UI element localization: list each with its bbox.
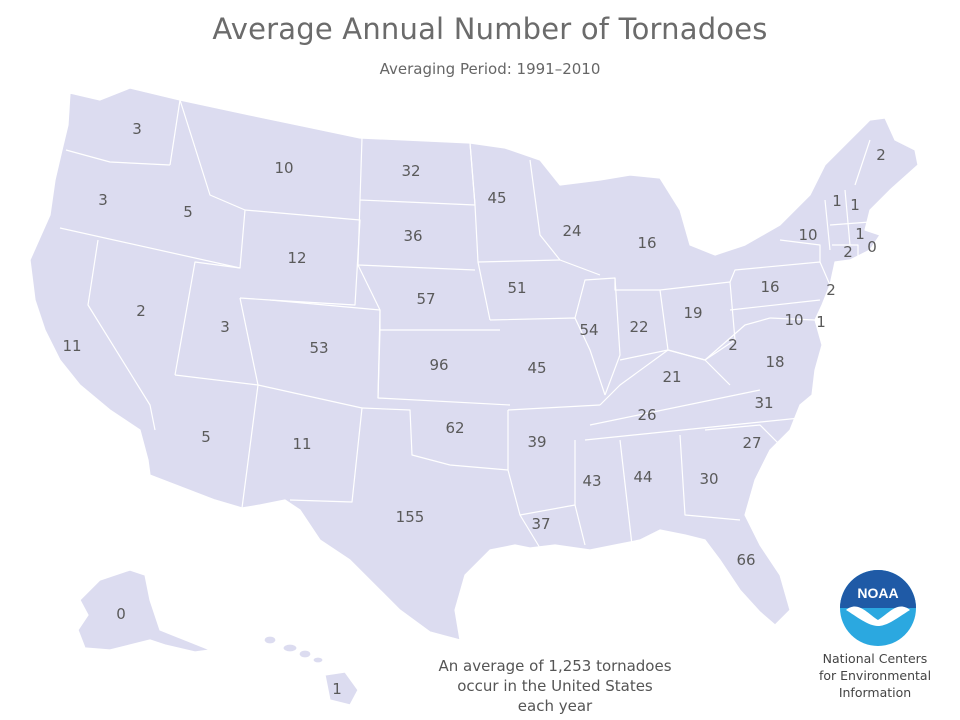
- state-value-ms: 43: [582, 472, 601, 490]
- state-value-ky: 21: [662, 368, 681, 386]
- state-value-az: 5: [201, 428, 211, 446]
- state-value-ny: 10: [798, 226, 817, 244]
- state-value-ne: 57: [416, 290, 435, 308]
- state-value-id: 5: [183, 203, 193, 221]
- state-value-oh: 19: [683, 304, 702, 322]
- state-value-wa: 3: [132, 120, 142, 138]
- state-value-or: 3: [98, 191, 108, 209]
- state-value-ma: 1: [855, 225, 865, 243]
- summary-line-2: occur in the United States: [457, 677, 653, 695]
- state-value-al: 44: [633, 468, 652, 486]
- state-value-ct: 2: [843, 243, 853, 261]
- state-value-wv: 2: [728, 336, 738, 354]
- state-value-nj: 2: [826, 281, 836, 299]
- map-title: Average Annual Number of Tornadoes: [212, 12, 768, 46]
- state-value-ks: 96: [429, 356, 448, 374]
- state-value-ga: 30: [699, 470, 718, 488]
- state-labels: 3 3 11 5 2 10 12 3 5 53 11 32 36 57 96 6…: [62, 120, 885, 698]
- state-value-nh: 1: [850, 196, 860, 214]
- state-value-mn: 45: [487, 189, 506, 207]
- summary-line-3: each year: [517, 697, 593, 715]
- state-value-nm: 11: [292, 435, 311, 453]
- state-value-mi: 16: [637, 234, 656, 252]
- map-subtitle: Averaging Period: 1991–2010: [379, 60, 601, 78]
- state-value-wy: 12: [287, 249, 306, 267]
- state-value-ak: 0: [116, 605, 126, 623]
- contiguous-us-landmass: [29, 87, 919, 641]
- state-value-ut: 3: [220, 318, 230, 336]
- state-value-nc: 31: [754, 394, 773, 412]
- noaa-logo-text: NOAA: [857, 585, 898, 601]
- state-value-md: 10: [784, 311, 803, 329]
- agency-line-1: National Centers: [822, 651, 928, 666]
- state-value-in: 22: [629, 318, 648, 336]
- state-value-sc: 27: [742, 434, 761, 452]
- state-value-mt: 10: [274, 159, 293, 177]
- state-value-ri: 0: [867, 238, 877, 256]
- state-value-il: 54: [579, 321, 598, 339]
- agency-name: National Centers for Environmental Infor…: [810, 650, 940, 701]
- state-value-tn: 26: [637, 406, 656, 424]
- hawaii-islands: [263, 635, 359, 706]
- state-value-hi: 1: [332, 680, 342, 698]
- state-value-ca: 11: [62, 337, 81, 355]
- state-value-mo: 45: [527, 359, 546, 377]
- state-value-ar: 39: [527, 433, 546, 451]
- state-value-vt: 1: [832, 192, 842, 210]
- alaska-landmass: [77, 569, 211, 653]
- state-value-la: 37: [531, 515, 550, 533]
- state-value-tx: 155: [396, 508, 425, 526]
- state-value-wi: 24: [562, 222, 581, 240]
- agency-line-2: for Environmental: [818, 668, 932, 683]
- state-value-de: 1: [816, 313, 826, 331]
- state-value-ia: 51: [507, 279, 526, 297]
- state-value-me: 2: [876, 146, 886, 164]
- state-borders: [59, 99, 871, 549]
- state-value-sd: 36: [403, 227, 422, 245]
- state-value-nv: 2: [136, 302, 146, 320]
- state-value-pa: 16: [760, 278, 779, 296]
- state-value-fl: 66: [736, 551, 755, 569]
- state-value-va: 18: [765, 353, 784, 371]
- summary-line-1: An average of 1,253 tornadoes: [438, 657, 672, 675]
- state-value-nd: 32: [401, 162, 420, 180]
- state-value-co: 53: [309, 339, 328, 357]
- noaa-logo: NOAA: [840, 570, 916, 646]
- state-value-ok: 62: [445, 419, 464, 437]
- agency-line-3: Information: [838, 685, 912, 700]
- summary-note: An average of 1,253 tornadoes occur in t…: [420, 656, 690, 716]
